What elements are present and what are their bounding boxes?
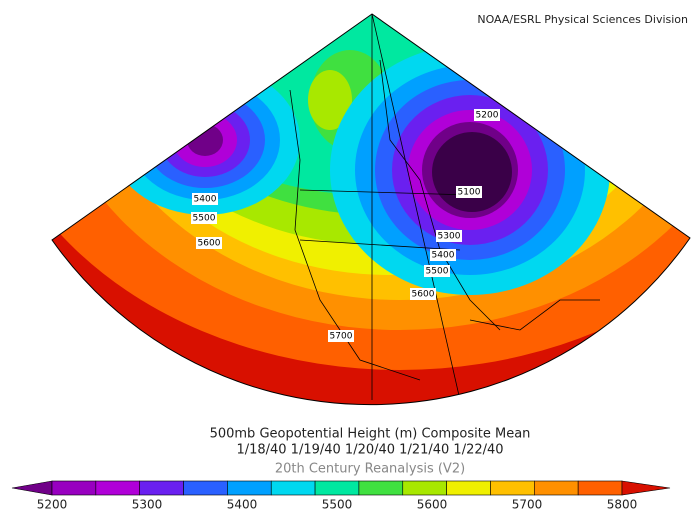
colorbar-box [314, 480, 360, 496]
contour-label: 5700 [330, 332, 353, 342]
contour-label: 5100 [458, 188, 481, 198]
colorbar-box [139, 480, 184, 496]
contour-label: 5400 [194, 195, 217, 205]
colorbar-box [577, 480, 623, 496]
colorbar-arrow [621, 480, 671, 496]
title-line: 20th Century Reanalysis (V2) [275, 462, 465, 477]
label-box [410, 288, 436, 300]
map-frame [51, 13, 691, 406]
label-box [436, 230, 462, 242]
label-box [430, 249, 456, 261]
colorbar-box [490, 480, 535, 496]
label-box [328, 330, 354, 342]
contour-label: 5600 [198, 239, 221, 249]
colorbar-tick-label: 5700 [512, 498, 543, 512]
colorbar-box [358, 480, 404, 496]
title-line: 1/18/40 1/19/40 1/20/40 1/21/40 1/22/40 [236, 443, 503, 458]
colorbar-box [227, 480, 272, 496]
contour-label: 5300 [438, 232, 461, 242]
colorbar-tick-label: 5800 [607, 498, 638, 512]
colorbar-box [402, 480, 447, 496]
colorbar-box [270, 480, 316, 496]
label-box [196, 237, 222, 249]
label-box [424, 265, 450, 277]
colorbar-tick-label: 5300 [132, 498, 163, 512]
title-line: 500mb Geopotential Height (m) Composite … [210, 427, 531, 442]
label-box [474, 109, 500, 121]
label-box [192, 193, 218, 205]
height-field [52, 14, 690, 405]
contour-label: 5500 [426, 267, 449, 277]
contour-label: 5600 [412, 290, 435, 300]
colorbar-tick-label: 5500 [322, 498, 353, 512]
colorbar-box [183, 480, 228, 496]
colorbar-tick-label: 5600 [417, 498, 448, 512]
colorbar-arrow [11, 480, 53, 496]
colorbar-box [446, 480, 491, 496]
label-box [456, 186, 482, 198]
credit: NOAA/ESRL Physical Sciences Division [477, 13, 688, 26]
colorbar-tick-label: 5400 [227, 498, 258, 512]
contour-labels: 5200 5100 5400 5500 5600 5300 5400 5500 5600 5700 [191, 109, 500, 342]
colorbar: 5200 5300 5400 5500 5600 5700 5800 [11, 480, 671, 512]
contour-label: 5500 [193, 214, 216, 224]
colorbar-box [534, 480, 579, 496]
contour-label: 5400 [432, 251, 455, 261]
colorbar-box [51, 480, 97, 496]
colorbar-tick-label: 5200 [37, 498, 68, 512]
colorbar-box [95, 480, 140, 496]
contour-label: 5200 [476, 111, 499, 121]
label-box [191, 212, 217, 224]
